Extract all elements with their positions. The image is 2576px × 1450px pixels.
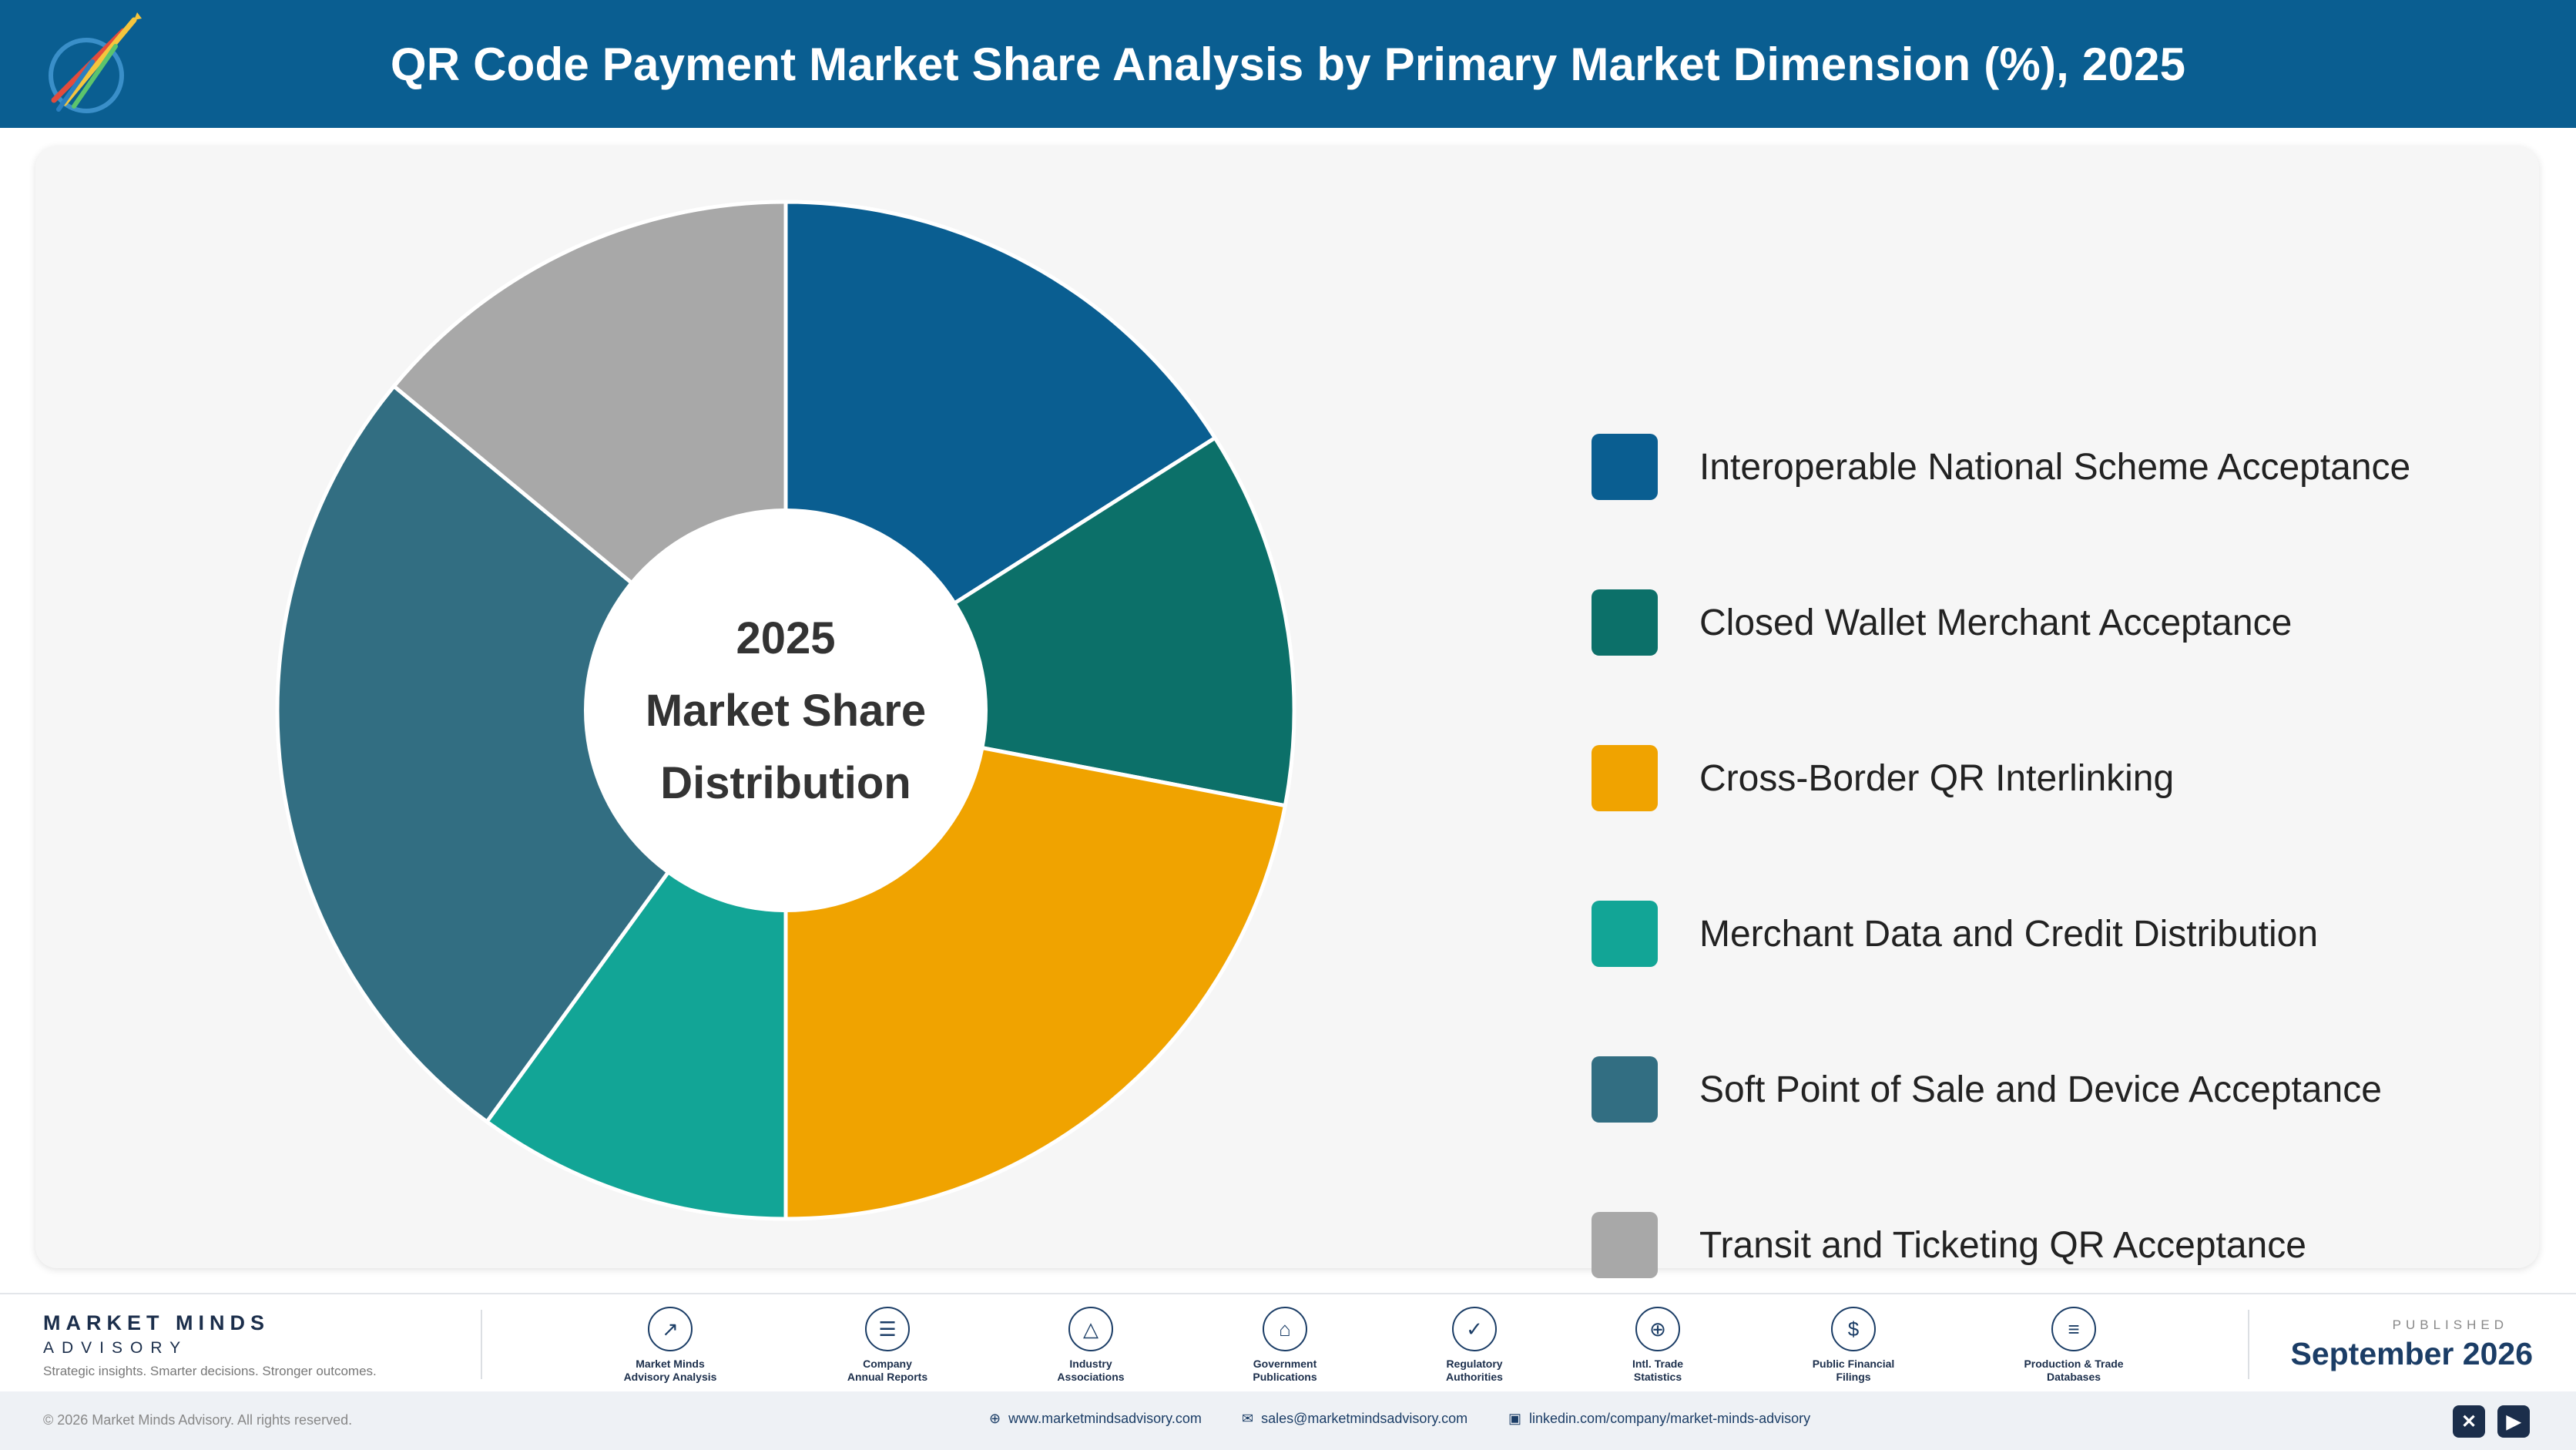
legend-label: Merchant Data and Credit Distribution [1699,913,2319,955]
page-title: QR Code Payment Market Share Analysis by… [390,38,2186,90]
source-label: Regulatory Authorities [1446,1358,1503,1383]
legend-label: Cross-Border QR Interlinking [1699,757,2175,799]
globe-icon: ⊕ [1635,1307,1680,1351]
source-label: Company Annual Reports [847,1358,928,1383]
center-label-subtitle: Distribution [660,758,911,808]
source-item: ☰ Company Annual Reports [810,1307,964,1384]
linkedin-link[interactable]: ▣ linkedin.com/company/market-minds-advi… [1508,1411,1810,1427]
legend-swatch [1592,1212,1658,1278]
source-item: ↗ Market Minds Advisory Analysis [593,1307,747,1384]
source-label: Industry Associations [1057,1358,1125,1383]
legend-label: Interoperable National Scheme Acceptance [1699,446,2411,488]
footer-band: MARKET MINDS ADVISORY Strategic insights… [0,1293,2576,1393]
company-logo [49,12,142,113]
legend-item: Cross-Border QR Interlinking [1592,744,2516,812]
published-date: September 2026 [2290,1336,2533,1371]
source-item: ⊕ Intl. Trade Statistics [1581,1307,1735,1384]
source-item: △ Industry Associations [1014,1307,1168,1384]
legend-item: Interoperable National Scheme Acceptance [1592,433,2516,501]
globe-icon: ⊕ [989,1411,1001,1426]
brand-name: MARKET MINDS [43,1311,270,1334]
donut-hole [584,509,988,912]
bottom-strip: © 2026 Market Minds Advisory. All rights… [0,1391,2576,1450]
legend-label: Closed Wallet Merchant Acceptance [1699,602,2293,643]
legend-swatch [1592,434,1658,500]
donut-chart: 2025 Market Share Distribution [275,200,1296,1221]
legend-label: Transit and Ticketing QR Acceptance [1699,1224,2306,1266]
chart-card: 2025 Market Share Distribution Interoper… [35,146,2539,1278]
published-label: PUBLISHED [2392,1317,2508,1332]
chart-line-icon: ↗ [648,1307,693,1351]
legend-swatch [1592,745,1658,811]
legend-item: Closed Wallet Merchant Acceptance [1592,589,2516,656]
legend-swatch [1592,589,1658,656]
youtube-icon[interactable]: ▶ [2497,1405,2530,1438]
center-label-year: 2025 [736,613,835,663]
footer-divider [481,1310,482,1379]
header-bar: QR Code Payment Market Share Analysis by… [0,0,2576,128]
brand-tagline: Strategic insights. Smarter decisions. S… [43,1364,377,1378]
government-building-icon: ⌂ [1263,1307,1307,1351]
x-social-icon[interactable]: ✕ [2453,1405,2485,1438]
website-link[interactable]: ⊕ www.marketmindsadvisory.com [989,1411,1202,1427]
document-icon: ☰ [865,1307,910,1351]
source-label: Market Minds Advisory Analysis [623,1358,717,1383]
legend-label: Soft Point of Sale and Device Acceptance [1699,1069,2382,1110]
footer-divider [2248,1310,2249,1379]
source-item: ✓ Regulatory Authorities [1397,1307,1551,1384]
linkedin-icon: ▣ [1508,1411,1522,1426]
source-label: Government Publications [1253,1358,1317,1383]
linkedin-text: linkedin.com/company/market-minds-adviso… [1529,1411,1811,1426]
source-label: Public Financial Filings [1812,1358,1895,1383]
center-label-title: Market Share [646,686,926,736]
source-label: Intl. Trade Statistics [1632,1358,1684,1383]
email-text: sales@marketmindsadvisory.com [1261,1411,1468,1426]
mail-icon: ✉ [1242,1411,1254,1426]
dollar-coin-icon: $ [1831,1307,1876,1351]
source-item: ⌂ Government Publications [1208,1307,1362,1384]
legend-item: Soft Point of Sale and Device Acceptance [1592,1056,2516,1123]
shield-check-icon: ✓ [1452,1307,1497,1351]
legend-swatch [1592,1056,1658,1123]
database-icon: ≡ [2051,1307,2096,1351]
email-link[interactable]: ✉ sales@marketmindsadvisory.com [1242,1411,1467,1427]
legend-item: Merchant Data and Credit Distribution [1592,900,2516,968]
legend-swatch [1592,901,1658,967]
website-text: www.marketmindsadvisory.com [1008,1411,1202,1426]
network-icon: △ [1068,1307,1113,1351]
source-item: $ Public Financial Filings [1776,1307,1930,1384]
pie-slice [275,383,789,1125]
source-label: Production & Trade Databases [2024,1358,2124,1383]
brand-subtitle: ADVISORY [43,1339,189,1357]
source-item: ≡ Production & Trade Databases [1997,1307,2151,1384]
legend-item: Transit and Ticketing QR Acceptance [1592,1211,2516,1279]
copyright-text: © 2026 Market Minds Advisory. All rights… [43,1412,353,1428]
